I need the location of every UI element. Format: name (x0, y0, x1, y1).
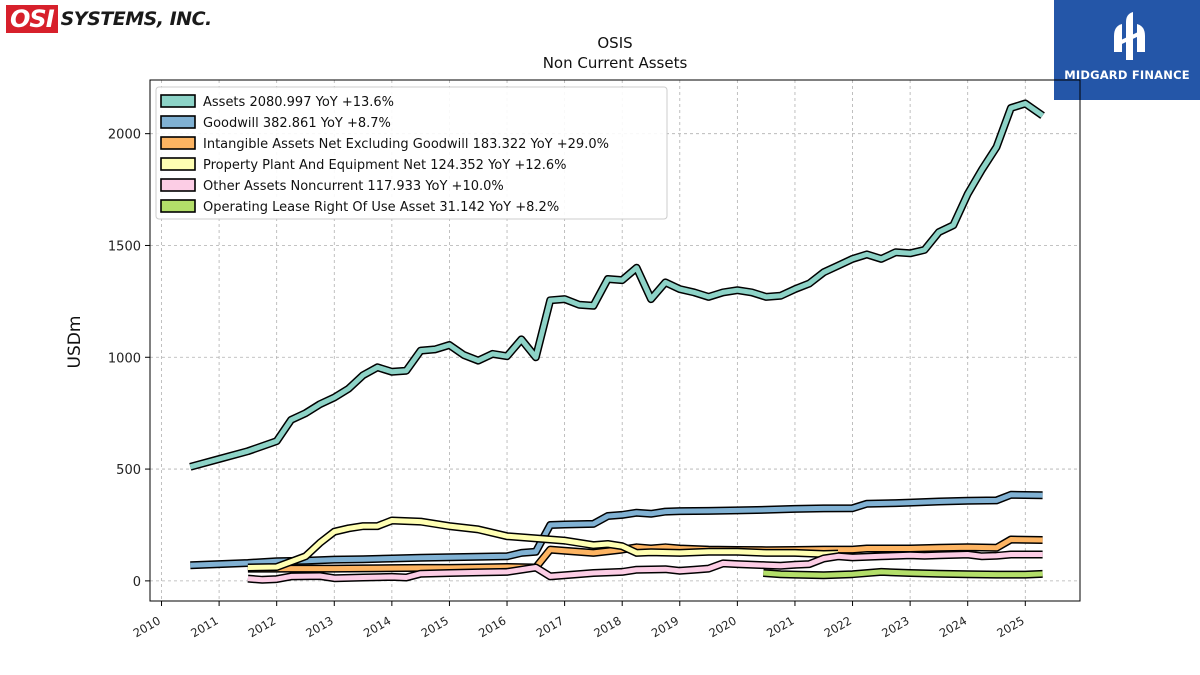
x-tick-label: 2010 (131, 613, 163, 640)
y-tick-label: 0 (133, 575, 141, 590)
y-tick-label: 2000 (108, 128, 141, 143)
series-layer (189, 99, 1045, 584)
series-line-0 (189, 101, 1045, 470)
series-line-5 (763, 569, 1043, 578)
x-tick-label: 2021 (764, 613, 796, 640)
x-tick-label: 2011 (188, 613, 220, 640)
x-tick-label: 2018 (591, 613, 623, 640)
x-tick-label: 2020 (707, 613, 739, 640)
chart-title: OSIS (597, 34, 632, 52)
legend-swatch-2 (160, 136, 196, 150)
series-line-4 (247, 552, 1043, 583)
legend-swatch-5 (160, 199, 196, 213)
legend-label-4: Other Assets Noncurrent 117.933 YoY +10.… (203, 179, 504, 194)
x-tick-label: 2022 (822, 613, 854, 640)
x-tick-label: 2015 (419, 613, 451, 640)
x-tick-label: 2019 (649, 613, 681, 640)
plot-frame (149, 79, 1081, 602)
company-logo: OSI SYSTEMS, INC. (6, 4, 212, 34)
legend-label-1: Goodwill 382.861 YoY +8.7% (203, 116, 391, 131)
legend: Assets 2080.997 YoY +13.6% Goodwill 382.8… (155, 86, 668, 220)
legend-box (155, 86, 668, 220)
series-line-1 (190, 492, 1043, 568)
x-tick-label: 2012 (246, 613, 278, 640)
legend-swatch-1 (160, 115, 196, 129)
x-tick-label: 2024 (937, 613, 969, 640)
y-tick-label: 1000 (108, 351, 141, 366)
legend-label-2: Intangible Assets Net Excluding Goodwill… (203, 137, 609, 152)
series-line-2 (247, 537, 1043, 572)
y-axis-label: USDm (65, 316, 85, 369)
legend-swatch-0 (160, 94, 196, 108)
y-tick-label: 500 (116, 463, 141, 478)
brand-name: MIDGARD FINANCE (1064, 68, 1190, 82)
legend-label-5: Operating Lease Right Of Use Asset 31.14… (203, 200, 559, 215)
brand-logo-icon (1114, 12, 1145, 60)
chart-subtitle: Non Current Assets (543, 54, 688, 72)
y-tick-label: 1500 (108, 239, 141, 254)
company-logo-mark: OSI (6, 5, 58, 33)
legend-swatch-3 (160, 157, 196, 171)
x-tick-label: 2025 (994, 613, 1026, 640)
x-tick-label: 2013 (303, 613, 335, 640)
x-tick-label: 2014 (361, 613, 393, 640)
legend-swatch-4 (160, 178, 196, 192)
legend-label-0: Assets 2080.997 YoY +13.6% (203, 95, 394, 110)
x-tick-label: 2016 (476, 613, 508, 640)
company-logo-name: SYSTEMS, INC. (60, 8, 213, 30)
series-line-3 (247, 518, 839, 570)
brand-logo: MIDGARD FINANCE (1054, 0, 1200, 100)
x-tick-label: 2023 (879, 613, 911, 640)
x-tick-label: 2017 (534, 613, 566, 640)
legend-label-3: Property Plant And Equipment Net 124.352… (203, 158, 567, 173)
